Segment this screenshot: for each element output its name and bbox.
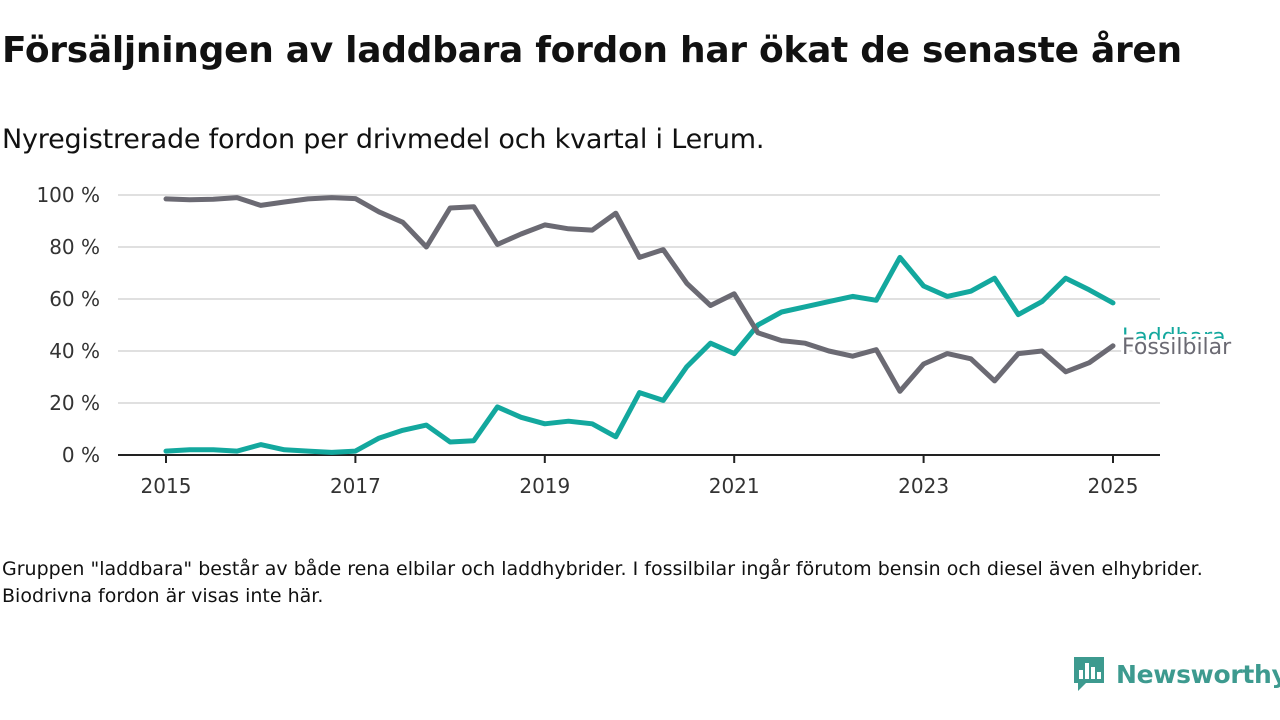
series-label-laddbara: Laddbara	[1122, 325, 1226, 350]
y-tick-label: 100 %	[36, 183, 100, 207]
footnote: Gruppen "laddbara" består av både rena e…	[2, 558, 1203, 607]
series-lines	[163, 195, 1116, 455]
series-line-laddbara	[163, 254, 1116, 455]
brand-name: Newsworthy	[1116, 659, 1280, 689]
grid-lines	[118, 194, 1160, 404]
y-tick-label: 40 %	[49, 339, 100, 363]
newsworthy-logo-icon	[1074, 657, 1104, 691]
x-axis: 2015 2017 2019 2021 2023 2025	[118, 454, 1160, 498]
x-tick-label: 2017	[330, 474, 381, 498]
series-line-fossilbilar	[163, 195, 1116, 394]
y-tick-label: 80 %	[49, 235, 100, 259]
chart-title: Försäljningen av laddbara fordon har öka…	[2, 30, 1182, 71]
chart-subtitle: Nyregistrerade fordon per drivmedel och …	[2, 124, 765, 155]
x-tick-label: 2019	[519, 474, 570, 498]
y-tick-label: 0 %	[62, 443, 100, 467]
y-tick-label: 60 %	[49, 287, 100, 311]
x-tick-label: 2021	[709, 474, 760, 498]
series-label-fossilbilar: Fossilbilar	[1122, 335, 1232, 360]
y-tick-label: 20 %	[49, 391, 100, 415]
x-tick-label: 2025	[1088, 474, 1139, 498]
brand-logo: Newsworthy	[1072, 654, 1280, 694]
x-tick-label: 2015	[141, 474, 192, 498]
line-chart: 0 % 20 % 40 % 60 % 80 % 100 % 2015 2017 2019 202…	[36, 183, 1235, 498]
y-axis: 0 % 20 % 40 % 60 % 80 % 100 %	[36, 183, 100, 467]
x-tick-label: 2023	[898, 474, 949, 498]
